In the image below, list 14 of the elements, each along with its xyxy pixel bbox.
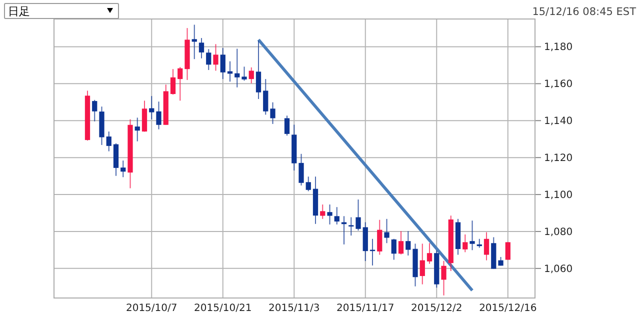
y-tick-label: 1,080 xyxy=(544,226,573,238)
text: 15/12/16 08:45 EST xyxy=(532,6,637,18)
y-tick-label: 1,100 xyxy=(544,190,573,202)
y-tick-label: 1,140 xyxy=(544,116,573,128)
y-tick-label: 1,180 xyxy=(544,42,573,54)
y-tick-label: 1,120 xyxy=(544,153,573,164)
x-tick-label: 2015/12/16 xyxy=(479,303,537,314)
x-tick-label: 2015/11/3 xyxy=(268,303,320,314)
y-tick-label: 1,060 xyxy=(544,264,573,275)
x-tick-label: 2015/10/7 xyxy=(126,303,178,314)
x-tick-label: 2015/11/17 xyxy=(336,303,394,314)
x-tick-label: 2015/12/2 xyxy=(410,303,462,314)
x-tick-label: 2015/10/21 xyxy=(194,303,252,314)
y-tick-label: 1,160 xyxy=(544,79,573,90)
